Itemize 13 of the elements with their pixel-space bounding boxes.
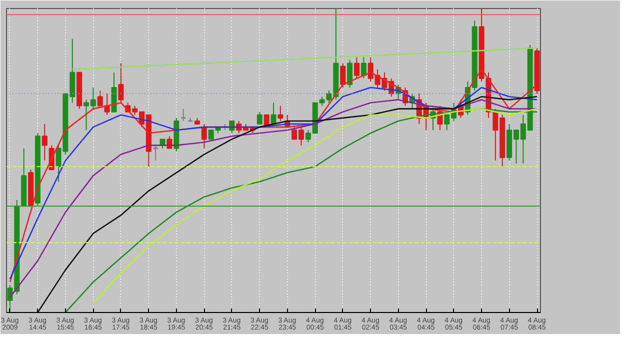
candlestick xyxy=(97,90,103,106)
candlestick xyxy=(256,111,262,125)
candlestick xyxy=(118,62,124,104)
candlestick xyxy=(270,102,276,125)
candlestick xyxy=(278,105,284,122)
candlestick xyxy=(42,124,48,161)
candlestick xyxy=(340,62,346,88)
candlestick xyxy=(201,124,207,149)
candlestick xyxy=(180,108,186,122)
candlestick xyxy=(354,56,360,79)
candlestick xyxy=(347,60,353,88)
candlestick xyxy=(360,56,366,79)
candlestick xyxy=(152,144,159,161)
